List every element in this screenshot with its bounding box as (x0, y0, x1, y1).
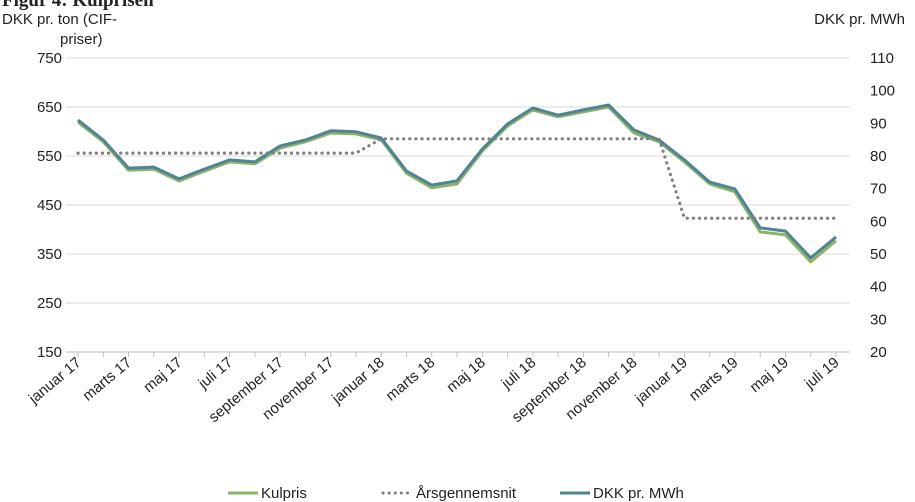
chart-title: Figur 4: Kulprisen (2, 0, 154, 11)
y2-tick-label: 50 (870, 246, 887, 263)
x-tick-label: juli 17 (194, 354, 236, 393)
y-tick-label: 750 (37, 50, 62, 67)
x-tick-label: marts 18 (383, 354, 439, 405)
y-tick-label: 650 (37, 99, 62, 116)
x-tick-label: marts 19 (686, 354, 742, 405)
x-tick-label: januar 17 (25, 354, 85, 408)
series-line (77, 103, 837, 260)
y-tick-label: 550 (37, 148, 62, 165)
x-tick-label: juli 18 (498, 354, 540, 393)
y2-tick-label: 100 (870, 83, 895, 100)
y-axis-label: priser) (60, 31, 103, 48)
y2-axis-label: DKK pr. MWh (814, 11, 905, 28)
y-tick-label: 150 (37, 344, 62, 361)
y2-tick-label: 30 (870, 311, 887, 328)
x-tick-label: maj 18 (443, 354, 488, 396)
y-tick-label: 350 (37, 246, 62, 263)
series-line (76, 137, 838, 220)
y2-tick-label: 20 (870, 344, 887, 361)
legend-label: Årsgennemsnit (416, 485, 517, 502)
y2-tick-label: 80 (870, 148, 887, 165)
x-tick-label: marts 17 (79, 354, 135, 405)
y2-tick-label: 70 (870, 181, 887, 198)
y-tick-label: 250 (37, 295, 62, 312)
x-tick-label: januar 19 (631, 354, 691, 408)
legend-label: Kulpris (261, 485, 307, 502)
y2-tick-label: 60 (870, 213, 887, 230)
x-tick-label: januar 18 (328, 354, 388, 408)
x-tick-label: maj 19 (747, 354, 792, 396)
x-tick-label: juli 19 (801, 354, 843, 393)
y2-tick-label: 40 (870, 279, 887, 296)
series-line (77, 105, 837, 264)
y2-tick-label: 110 (870, 50, 894, 67)
y-axis-label: DKK pr. ton (CIF- (2, 11, 117, 28)
x-tick-label: maj 17 (140, 354, 185, 396)
y-tick-label: 450 (37, 197, 62, 214)
y2-tick-label: 90 (870, 115, 887, 132)
legend-label: DKK pr. MWh (593, 485, 684, 502)
